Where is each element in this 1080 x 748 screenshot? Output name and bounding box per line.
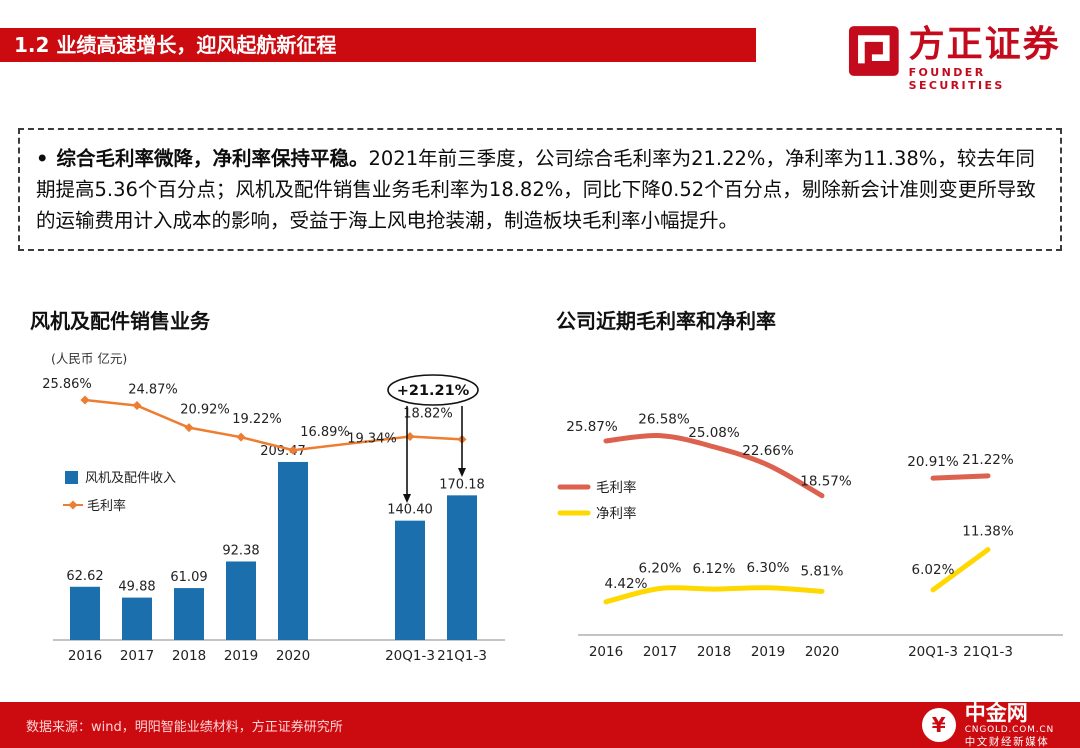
right-chart-title: 公司近期毛利率和净利率 bbox=[556, 309, 776, 333]
footer-bar: 数据来源：wind，明阳智能业绩材料，方正证券研究所 ¥ 中金网 CNGOLD.… bbox=[0, 702, 1080, 748]
svg-text:25.86%: 25.86% bbox=[42, 377, 92, 392]
diamond-marker bbox=[80, 395, 90, 405]
yuan-circle-icon: ¥ bbox=[921, 708, 956, 742]
brand-name: 方正证券 bbox=[908, 24, 1061, 65]
svg-text:170.18: 170.18 bbox=[439, 477, 485, 492]
svg-text:风机及配件收入: 风机及配件收入 bbox=[85, 471, 176, 486]
bar bbox=[278, 461, 308, 640]
svg-text:6.12%: 6.12% bbox=[693, 561, 736, 577]
svg-text:18.82%: 18.82% bbox=[403, 406, 453, 421]
bar bbox=[122, 597, 152, 640]
svg-text:净利率: 净利率 bbox=[596, 505, 637, 522]
cngold-tagline: 中文财经新媒体 bbox=[964, 736, 1050, 748]
cngold-name: 中金网 bbox=[964, 700, 1028, 725]
bar bbox=[174, 588, 204, 640]
svg-text:92.38: 92.38 bbox=[222, 543, 259, 558]
svg-text:209.47: 209.47 bbox=[260, 444, 306, 459]
diamond-marker bbox=[184, 423, 194, 433]
legend-swatch-bar bbox=[65, 471, 78, 484]
revenue-and-margin-chart: (人民币 亿元) 62.62 49.88 61.09 92.38 209.47 140.40… bbox=[42, 351, 505, 664]
section-title: 1.2 业绩高速增长，迎风起航新征程 bbox=[14, 33, 337, 57]
x-tick: 2020 bbox=[276, 648, 310, 664]
svg-text:11.38%: 11.38% bbox=[962, 524, 1014, 540]
bar bbox=[70, 586, 100, 640]
bar bbox=[395, 520, 425, 640]
svg-text:+21.21%: +21.21% bbox=[397, 383, 470, 399]
svg-text:21.22%: 21.22% bbox=[962, 452, 1014, 468]
svg-text:25.87%: 25.87% bbox=[566, 419, 618, 435]
founder-logo-icon bbox=[848, 26, 899, 76]
svg-text:4.42%: 4.42% bbox=[605, 576, 648, 592]
svg-text:6.20%: 6.20% bbox=[639, 561, 682, 577]
bar-series: 62.62 49.88 61.09 92.38 209.47 140.40 170.18 bbox=[66, 444, 485, 640]
data-source: 数据来源：wind，明阳智能业绩材料，方正证券研究所 bbox=[26, 719, 343, 735]
svg-text:26.58%: 26.58% bbox=[638, 412, 690, 428]
svg-text:6.30%: 6.30% bbox=[747, 560, 790, 576]
brand-logo: 方正证券 FOUNDER SECURITIES bbox=[848, 24, 1080, 92]
svg-text:20.92%: 20.92% bbox=[180, 403, 230, 418]
svg-text:61.09: 61.09 bbox=[170, 570, 207, 585]
svg-text:5.81%: 5.81% bbox=[801, 563, 844, 579]
svg-text:19.22%: 19.22% bbox=[232, 412, 282, 427]
x-tick: 2019 bbox=[224, 648, 258, 664]
x-tick: 21Q1-3 bbox=[437, 648, 487, 664]
cngold-domain: CNGOLD.COM.CN bbox=[964, 724, 1054, 735]
x-tick: 2019 bbox=[751, 644, 785, 660]
cngold-logo: ¥ 中金网 CNGOLD.COM.CN 中文财经新媒体 bbox=[921, 702, 1054, 748]
diamond-marker bbox=[132, 401, 142, 411]
svg-text:140.40: 140.40 bbox=[387, 503, 433, 518]
svg-text:24.87%: 24.87% bbox=[128, 383, 178, 398]
x-tick: 2020 bbox=[805, 644, 839, 660]
section-title-bar: 1.2 业绩高速增长，迎风起航新征程 bbox=[0, 28, 756, 62]
x-tick: 21Q1-3 bbox=[963, 644, 1013, 660]
svg-text:16.89%: 16.89% bbox=[300, 425, 350, 440]
growth-annotation: +21.21% bbox=[387, 374, 479, 503]
svg-text:毛利率: 毛利率 bbox=[87, 498, 126, 514]
diamond-marker bbox=[288, 445, 298, 455]
x-tick: 20Q1-3 bbox=[908, 644, 958, 660]
svg-text:62.62: 62.62 bbox=[66, 569, 103, 584]
bar bbox=[447, 495, 477, 640]
x-tick: 2016 bbox=[68, 648, 102, 664]
svg-text:22.66%: 22.66% bbox=[742, 443, 794, 459]
svg-text:18.57%: 18.57% bbox=[800, 474, 852, 490]
svg-text:6.02%: 6.02% bbox=[912, 562, 955, 578]
summary-box: • 综合毛利率微降，净利率保持平稳。2021年前三季度，公司综合毛利率为21.22… bbox=[18, 128, 1062, 251]
line-series: 25.86% 24.87%20.92%19.22% 16.89%19.34% 18.8… bbox=[42, 377, 467, 455]
svg-text:19.34%: 19.34% bbox=[347, 432, 397, 447]
brand-text: 方正证券 FOUNDER SECURITIES bbox=[909, 24, 1080, 92]
svg-text:49.88: 49.88 bbox=[118, 580, 155, 595]
margin-trend-chart: 2016 2017 2018 2019 2020 20Q1-3 21Q1-3 25.87% 26… bbox=[557, 412, 1063, 660]
bar bbox=[226, 561, 256, 640]
summary-bullet: • bbox=[36, 147, 49, 170]
x-tick: 2017 bbox=[120, 648, 154, 664]
diamond-marker bbox=[236, 432, 246, 442]
x-tick: 2016 bbox=[589, 644, 623, 660]
summary-lead: 综合毛利率微降，净利率保持平稳。 bbox=[56, 147, 369, 170]
x-tick: 2017 bbox=[643, 644, 677, 660]
cngold-text: 中金网 CNGOLD.COM.CN 中文财经新媒体 bbox=[965, 702, 1054, 748]
line-series-1: 4.42%6.20% 6.12% 6.30% 5.81% 6.02% 11.38% bbox=[603, 524, 1014, 605]
y-axis-unit: (人民币 亿元) bbox=[51, 351, 127, 366]
svg-text:20.91%: 20.91% bbox=[907, 454, 959, 470]
left-chart-title: 风机及配件销售业务 bbox=[30, 309, 210, 333]
x-tick: 2018 bbox=[172, 648, 206, 664]
summary-text: 2021年前三季度，公司综合毛利率为21.22%，净利率为11.38%，较去年同… bbox=[36, 147, 1036, 232]
brand-subtitle: FOUNDER SECURITIES bbox=[908, 66, 1005, 93]
x-tick: 2018 bbox=[697, 644, 731, 660]
x-tick: 20Q1-3 bbox=[385, 648, 435, 664]
line-series-0: 25.87% 26.58%25.08%22.66% 18.57% 20.91% 21.2… bbox=[566, 412, 1014, 499]
svg-text:25.08%: 25.08% bbox=[688, 425, 740, 441]
svg-text:毛利率: 毛利率 bbox=[596, 479, 637, 496]
